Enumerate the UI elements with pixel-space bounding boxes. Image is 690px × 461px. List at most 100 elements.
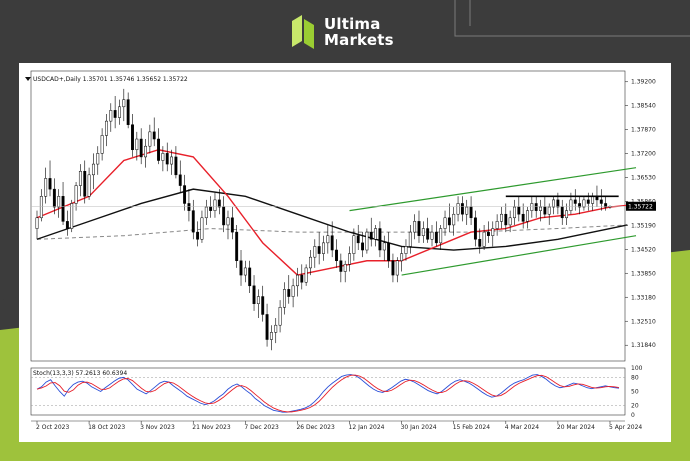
ma-dashed-gray-line xyxy=(36,224,628,240)
price-tick-label: 1.36530 xyxy=(631,174,656,181)
candle-body xyxy=(361,242,364,251)
stoch-d-line xyxy=(36,374,620,413)
candle-body xyxy=(265,314,269,340)
candle-body xyxy=(61,196,65,222)
candle-body xyxy=(482,231,486,247)
candle-body xyxy=(230,217,234,233)
price-tick-label: 1.34520 xyxy=(631,246,656,253)
brand-logo: Ultima Markets xyxy=(292,14,394,50)
candle-body xyxy=(256,296,260,304)
ultima-logo-icon xyxy=(292,15,314,49)
last-price-badge xyxy=(626,201,656,211)
price-axis: 1.392001.385401.378701.372001.365301.358… xyxy=(625,79,656,349)
candle-body xyxy=(543,206,547,215)
stoch-level-label: 20 xyxy=(631,403,639,410)
candle-body xyxy=(378,228,382,251)
stoch-level-label: 0 xyxy=(631,412,635,419)
price-tick-label: 1.35190 xyxy=(631,222,656,229)
candle-body xyxy=(196,231,200,240)
candle-body xyxy=(573,199,577,204)
candle-body xyxy=(152,131,156,140)
candle-body xyxy=(348,253,351,265)
candle-body xyxy=(313,246,317,258)
candle-body xyxy=(226,217,230,226)
candle-body xyxy=(495,221,499,229)
candle-body xyxy=(356,235,360,244)
candle-body xyxy=(105,120,108,136)
candle-body xyxy=(343,264,347,272)
candle-body xyxy=(96,153,100,165)
price-tick-label: 1.31840 xyxy=(631,342,656,349)
brand-line-2: Markets xyxy=(324,31,394,49)
candle-body xyxy=(447,217,451,226)
candle-body xyxy=(57,196,61,208)
candle-body xyxy=(161,153,165,161)
candle-body xyxy=(191,210,195,233)
header-dropdown-icon[interactable] xyxy=(25,77,31,81)
candle-body xyxy=(209,206,213,211)
brand-line-1: Ultima xyxy=(324,15,381,33)
candle-body xyxy=(261,296,265,315)
candle-body xyxy=(578,203,582,208)
candle-body xyxy=(517,206,521,215)
last-price-label: 1.35722 xyxy=(628,203,653,210)
candle-body xyxy=(122,99,126,108)
candle-body xyxy=(443,217,447,229)
candle-body xyxy=(178,174,182,186)
candle-body xyxy=(309,256,312,269)
candle-body xyxy=(460,203,464,215)
candle-body xyxy=(317,246,321,254)
candle-body xyxy=(44,178,48,197)
candle-body xyxy=(365,231,369,251)
candle-body xyxy=(304,267,308,283)
price-tick-label: 1.37200 xyxy=(631,150,656,157)
candle-body xyxy=(174,156,178,176)
candle-body xyxy=(243,267,247,276)
price-tick-label: 1.33850 xyxy=(631,270,656,277)
candle-body xyxy=(91,163,95,176)
candle-body xyxy=(126,99,130,125)
stoch-label: Stoch(13,3,3) 57.2613 60.6394 xyxy=(33,370,127,377)
candle-body xyxy=(118,106,121,118)
candle-body xyxy=(204,206,208,219)
time-tick-label: 12 Jan 2024 xyxy=(349,424,385,431)
candle-body xyxy=(552,199,555,208)
price-tick-label: 1.39200 xyxy=(631,79,656,86)
candle-body xyxy=(252,285,256,304)
candle-body xyxy=(473,217,477,240)
candle-body xyxy=(604,203,608,208)
candle-body xyxy=(560,206,564,219)
candle-body xyxy=(74,185,78,204)
time-axis: 2 Oct 2023 18 Oct 2023 3 Nov 2023 21 Nov 20… xyxy=(36,421,642,431)
candle-body xyxy=(539,206,542,211)
candle-body xyxy=(417,221,421,236)
candle-body xyxy=(395,260,399,276)
symbol-header: USDCAD+,Daily 1.35701 1.35746 1.35652 1.… xyxy=(33,76,188,83)
candle-body xyxy=(582,199,586,208)
candle-body xyxy=(374,228,378,240)
candle-body xyxy=(591,196,595,204)
candle-body xyxy=(452,213,456,226)
candle-body xyxy=(530,203,534,211)
stoch-level-label: 50 xyxy=(631,389,639,396)
candle-body xyxy=(222,206,226,226)
candle-body xyxy=(48,178,52,190)
candle-body xyxy=(239,260,243,276)
candle-body xyxy=(434,231,438,244)
candle-body xyxy=(39,196,43,219)
candle-body xyxy=(465,206,469,215)
candle-body xyxy=(491,228,495,236)
trendlines xyxy=(31,167,637,276)
candle-body xyxy=(157,138,160,161)
candle-body xyxy=(78,170,82,186)
candle-body xyxy=(170,156,174,165)
candle-body xyxy=(400,253,404,262)
candle-body xyxy=(556,199,560,208)
candle-body xyxy=(287,289,291,297)
stoch-level-label: 80 xyxy=(631,374,639,381)
candlestick-chart: 1.392001.385401.378701.372001.365301.358… xyxy=(25,70,656,431)
candle-body xyxy=(100,135,104,154)
candle-body xyxy=(274,324,278,333)
stoch-level-label: 100 xyxy=(631,365,643,372)
candle-body xyxy=(113,110,117,118)
